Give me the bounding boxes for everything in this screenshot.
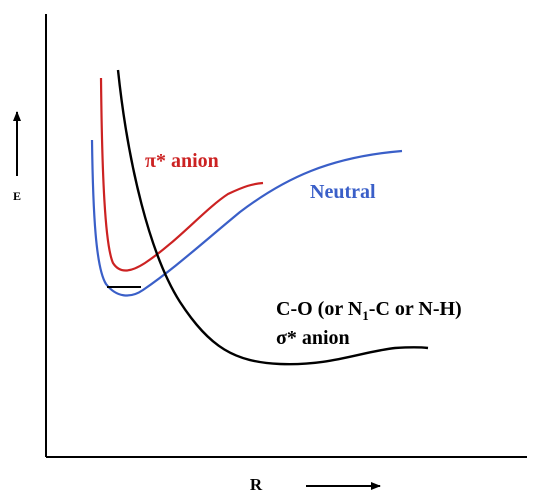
sigma-anion-curve (116, 69, 429, 366)
distance-axis-label: R (250, 475, 263, 494)
pi-anion-curve (99, 77, 264, 272)
sigma-label-part-b: -C or N-H) (369, 298, 462, 320)
sigma-label-subscript: 1 (362, 308, 369, 323)
sigma-anion-label-line2: σ* anion (276, 327, 350, 349)
neutral-label: Neutral (310, 181, 376, 203)
neutral-curve (90, 139, 403, 297)
energy-axis-label: E (13, 189, 21, 203)
sigma-anion-label-line1: C-O (or N1-C or N-H) (276, 298, 462, 323)
sigma-label-part-a: C-O (or N (276, 298, 363, 320)
pi-anion-label: π* anion (145, 150, 219, 172)
